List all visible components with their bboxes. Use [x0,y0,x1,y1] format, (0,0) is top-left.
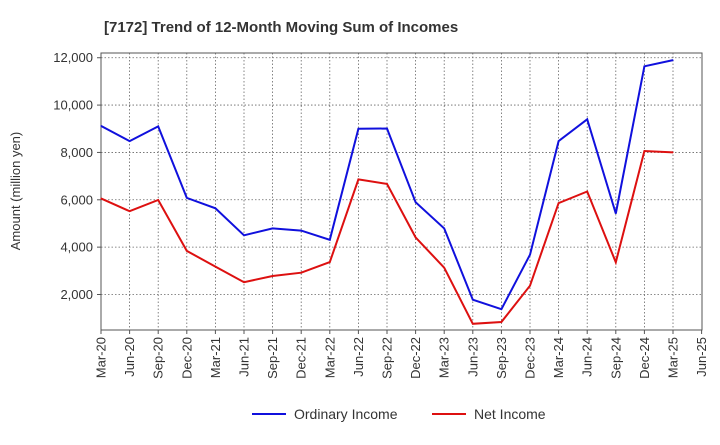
chart-title: [7172] Trend of 12-Month Moving Sum of I… [104,19,458,36]
data-point-ordinary-income [415,201,417,203]
x-tick-label: Mar-21 [208,337,223,378]
data-point-net-income [100,197,102,199]
x-tick-label: Jun-24 [580,337,595,377]
x-tick-label: Sep-21 [265,337,280,379]
data-point-net-income [386,183,388,185]
data-point-net-income [529,285,531,287]
data-point-ordinary-income [558,140,560,142]
data-point-ordinary-income [186,197,188,199]
data-point-net-income [643,150,646,152]
data-point-ordinary-income [443,227,445,230]
data-point-ordinary-income [529,254,531,256]
x-tick-label: Sep-22 [380,337,395,379]
grid [101,53,702,330]
data-point-ordinary-income [586,118,588,120]
legend-label-ordinary-income: Ordinary Income [294,406,398,422]
x-tick-label: Jun-20 [122,337,137,377]
x-tick-label: Sep-20 [151,337,166,379]
data-point-ordinary-income [157,125,159,127]
data-point-ordinary-income [672,59,674,61]
x-tick-label: Sep-24 [608,337,623,379]
data-point-ordinary-income [272,227,274,230]
data-point-ordinary-income [643,65,646,67]
data-point-ordinary-income [243,234,245,236]
x-tick-label: Dec-24 [637,337,652,379]
x-tick-label: Mar-20 [94,337,109,378]
x-tick-label: Sep-23 [494,337,509,379]
data-point-ordinary-income [300,229,302,232]
data-point-net-income [300,272,302,274]
x-axis-ticks: Mar-20 Jun-20 Sep-20 Dec-20 Mar-21 Jun-21 Sep-… [94,330,709,379]
data-point-net-income [500,321,502,323]
data-point-net-income [357,178,359,181]
x-tick-label: Jun-22 [351,337,366,377]
y-tick-label: 10,000 [53,98,93,113]
x-tick-label: Dec-21 [294,337,309,379]
data-point-net-income [243,281,245,283]
data-point-ordinary-income [500,308,502,310]
y-tick-label: 4,000 [60,240,93,255]
data-point-ordinary-income [472,299,474,301]
legend-label-net-income: Net Income [474,406,546,422]
x-tick-label: Dec-20 [179,337,194,379]
x-tick-label: Jun-25 [694,337,709,377]
x-tick-label: Mar-25 [666,337,681,378]
data-point-net-income [586,190,588,193]
y-axis-title: Amount (million yen) [8,132,23,251]
data-point-net-income [472,323,474,325]
data-point-net-income [329,261,331,263]
x-tick-label: Jun-23 [465,337,480,377]
x-tick-label: Dec-22 [408,337,423,379]
data-point-net-income [129,210,131,212]
data-point-ordinary-income [357,128,359,130]
data-point-ordinary-income [615,212,617,215]
y-tick-label: 2,000 [60,287,93,302]
plot-area-frame [100,52,703,331]
x-tick-label: Mar-24 [551,337,566,378]
data-point-ordinary-income [129,140,131,142]
y-tick-label: 12,000 [53,50,93,65]
legend: Ordinary Income Net Income [252,406,546,422]
x-tick-label: Dec-23 [523,337,538,379]
data-point-net-income [558,202,560,204]
x-tick-label: Jun-21 [237,337,252,377]
data-point-ordinary-income [214,207,216,209]
data-point-net-income [443,267,445,269]
data-point-ordinary-income [386,127,388,130]
data-point-net-income [272,275,274,277]
x-tick-label: Mar-22 [322,337,337,378]
data-point-ordinary-income [100,125,102,127]
data-point-net-income [214,265,216,268]
data-point-net-income [186,250,188,252]
data-point-net-income [672,151,674,154]
data-point-net-income [615,261,617,263]
data-point-net-income [415,236,417,239]
y-axis-ticks: 2,000 4,000 6,000 8,000 10,000 12,000 [53,50,101,302]
x-tick-label: Mar-23 [437,337,452,378]
data-point-net-income [157,199,159,201]
series-lines [100,59,674,325]
y-tick-label: 6,000 [60,192,93,207]
y-tick-label: 8,000 [60,145,93,160]
data-point-ordinary-income [329,239,331,241]
